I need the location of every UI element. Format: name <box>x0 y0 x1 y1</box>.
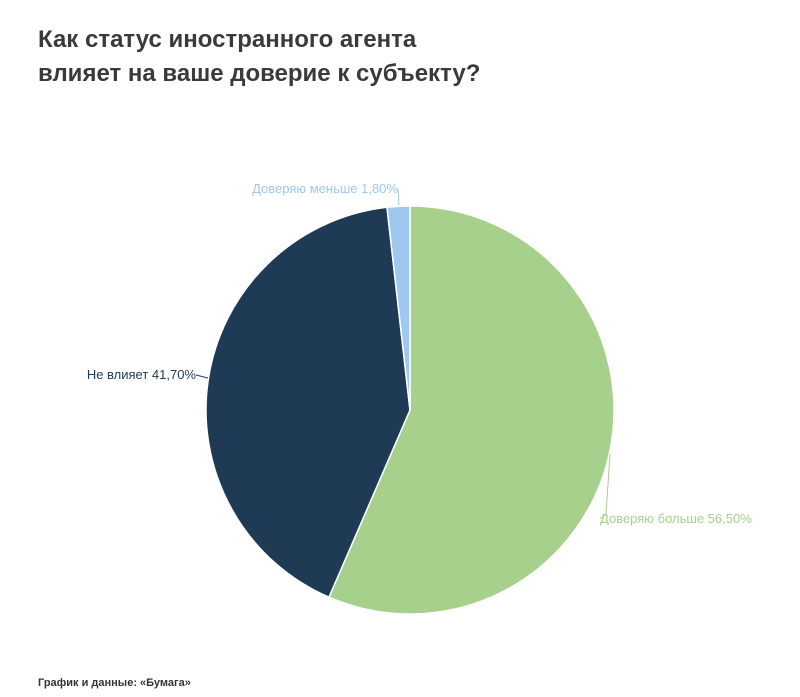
slice-leader-line <box>397 188 400 206</box>
chart-title: Как статус иностранного агента влияет на… <box>38 23 758 91</box>
slice-leader-line <box>599 453 611 520</box>
slice-label: Не влияет 41,70% <box>87 367 197 382</box>
pie-slice <box>205 206 411 599</box>
source-note: График и данные: «Бумага» <box>38 677 191 689</box>
chart-title-line-2: влияет на ваше доверие к субъекту? <box>38 60 481 87</box>
slice-label: Доверяю больше 56,50% <box>600 511 752 526</box>
slice-leader-line <box>195 374 209 379</box>
pie-slice <box>327 205 615 615</box>
pie-slice <box>386 205 411 411</box>
chart-title-line-1: Как статус иностранного агента <box>38 26 417 53</box>
slice-label: Доверяю меньше 1,80% <box>252 181 398 196</box>
